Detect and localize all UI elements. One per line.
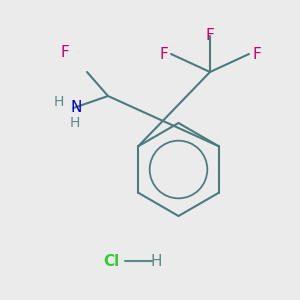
Text: H: H [53, 95, 64, 109]
Text: H: H [70, 116, 80, 130]
Text: F: F [206, 28, 214, 44]
Text: H: H [150, 254, 162, 268]
Text: F: F [60, 45, 69, 60]
Text: F: F [159, 46, 168, 62]
Text: Cl: Cl [103, 254, 119, 268]
Text: N: N [71, 100, 82, 116]
Text: F: F [252, 46, 261, 62]
